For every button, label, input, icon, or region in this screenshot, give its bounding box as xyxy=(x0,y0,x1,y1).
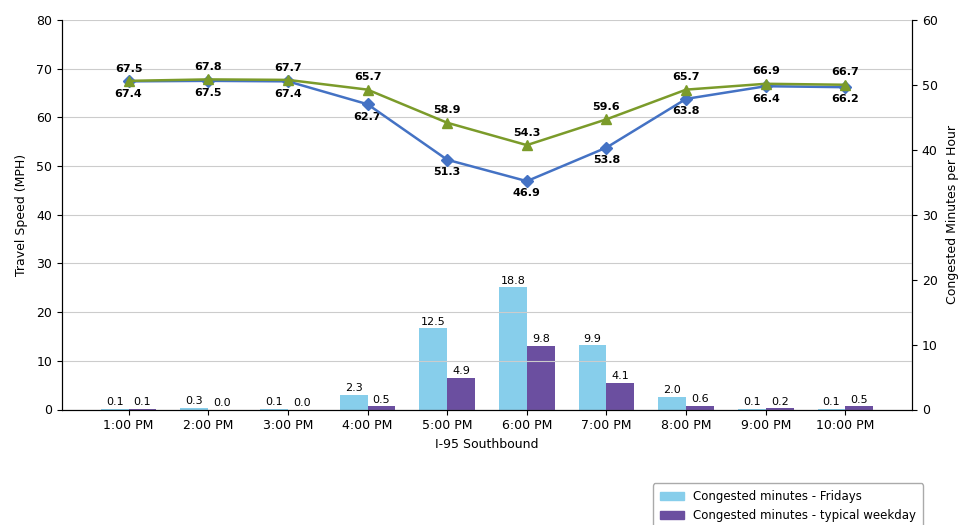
Average speed - typical weekday xyxy=(840,81,851,88)
Average speed - Fridays xyxy=(760,83,771,89)
Bar xyxy=(527,346,555,410)
Average speed - typical weekday xyxy=(282,77,294,83)
Text: 0.5: 0.5 xyxy=(373,395,391,405)
Text: 4.1: 4.1 xyxy=(612,371,629,381)
Bar xyxy=(260,409,288,410)
Bar xyxy=(180,407,208,410)
Text: 63.8: 63.8 xyxy=(672,106,700,116)
Bar xyxy=(340,395,367,410)
Text: 51.3: 51.3 xyxy=(433,167,461,177)
Text: 2.0: 2.0 xyxy=(663,385,681,395)
Bar xyxy=(579,345,607,410)
Text: 18.8: 18.8 xyxy=(501,276,525,286)
Text: 0.1: 0.1 xyxy=(823,397,841,407)
Average speed - typical weekday xyxy=(441,120,453,126)
Bar xyxy=(367,406,395,410)
Text: 0.1: 0.1 xyxy=(743,397,761,407)
Bar xyxy=(100,409,129,410)
Text: 66.2: 66.2 xyxy=(832,94,859,104)
Text: 0.0: 0.0 xyxy=(293,398,311,408)
Text: 67.4: 67.4 xyxy=(274,89,302,99)
Average speed - typical weekday xyxy=(521,142,533,148)
Text: 0.1: 0.1 xyxy=(265,397,282,407)
Line: Average speed - Fridays: Average speed - Fridays xyxy=(125,77,849,185)
Y-axis label: Travel Speed (MPH): Travel Speed (MPH) xyxy=(15,154,28,276)
Bar xyxy=(607,383,634,410)
Average speed - typical weekday xyxy=(203,76,214,82)
Text: 65.7: 65.7 xyxy=(672,72,700,82)
Text: 67.5: 67.5 xyxy=(195,88,222,98)
Bar xyxy=(686,406,714,410)
Text: 59.6: 59.6 xyxy=(592,102,620,112)
Text: 62.7: 62.7 xyxy=(354,111,382,121)
Text: 67.7: 67.7 xyxy=(274,62,302,72)
Bar xyxy=(738,409,766,410)
Average speed - typical weekday xyxy=(123,78,134,84)
Average speed - Fridays xyxy=(282,78,294,85)
Average speed - typical weekday xyxy=(361,87,373,93)
Average speed - Fridays xyxy=(840,84,851,90)
Average speed - Fridays xyxy=(361,101,373,108)
Average speed - Fridays xyxy=(680,96,692,102)
Text: 67.5: 67.5 xyxy=(115,64,142,74)
Text: 65.7: 65.7 xyxy=(354,72,381,82)
Bar xyxy=(419,328,447,410)
Average speed - Fridays xyxy=(521,178,533,184)
Average speed - Fridays xyxy=(441,156,453,163)
Text: 54.3: 54.3 xyxy=(513,128,541,138)
Bar xyxy=(499,288,527,410)
Bar xyxy=(658,396,686,410)
Text: 9.9: 9.9 xyxy=(583,333,602,343)
Average speed - typical weekday xyxy=(601,116,613,122)
Text: 66.9: 66.9 xyxy=(752,67,780,77)
Bar xyxy=(817,409,845,410)
Text: 9.8: 9.8 xyxy=(532,334,549,344)
Text: 58.9: 58.9 xyxy=(433,106,461,116)
Text: 67.4: 67.4 xyxy=(115,89,142,99)
Text: 0.5: 0.5 xyxy=(850,395,868,405)
Text: 2.3: 2.3 xyxy=(345,383,362,393)
Legend: Congested minutes - Fridays, Congested minutes - typical weekday, Average speed : Congested minutes - Fridays, Congested m… xyxy=(653,484,923,525)
Bar xyxy=(766,408,794,410)
Text: 66.7: 66.7 xyxy=(832,67,859,78)
Line: Average speed - typical weekday: Average speed - typical weekday xyxy=(124,75,850,150)
Text: 0.2: 0.2 xyxy=(770,396,789,406)
Text: 0.6: 0.6 xyxy=(692,394,709,404)
Average speed - typical weekday xyxy=(680,87,692,93)
Bar xyxy=(447,377,475,410)
Average speed - Fridays xyxy=(203,78,214,84)
Text: 53.8: 53.8 xyxy=(593,155,620,165)
X-axis label: I-95 Southbound: I-95 Southbound xyxy=(435,438,539,451)
Text: 4.9: 4.9 xyxy=(452,366,470,376)
Text: 66.4: 66.4 xyxy=(752,93,780,103)
Text: 0.1: 0.1 xyxy=(133,397,151,407)
Text: 0.0: 0.0 xyxy=(213,398,231,408)
Average speed - Fridays xyxy=(123,78,134,85)
Text: 46.9: 46.9 xyxy=(513,188,541,198)
Text: 12.5: 12.5 xyxy=(421,317,446,327)
Text: 0.1: 0.1 xyxy=(106,397,124,407)
Average speed - typical weekday xyxy=(760,81,771,87)
Text: 67.8: 67.8 xyxy=(195,62,222,72)
Bar xyxy=(845,406,874,410)
Average speed - Fridays xyxy=(601,144,613,151)
Text: 0.3: 0.3 xyxy=(185,396,204,406)
Y-axis label: Congested Minutes per Hour: Congested Minutes per Hour xyxy=(946,125,959,304)
Bar xyxy=(129,409,157,410)
